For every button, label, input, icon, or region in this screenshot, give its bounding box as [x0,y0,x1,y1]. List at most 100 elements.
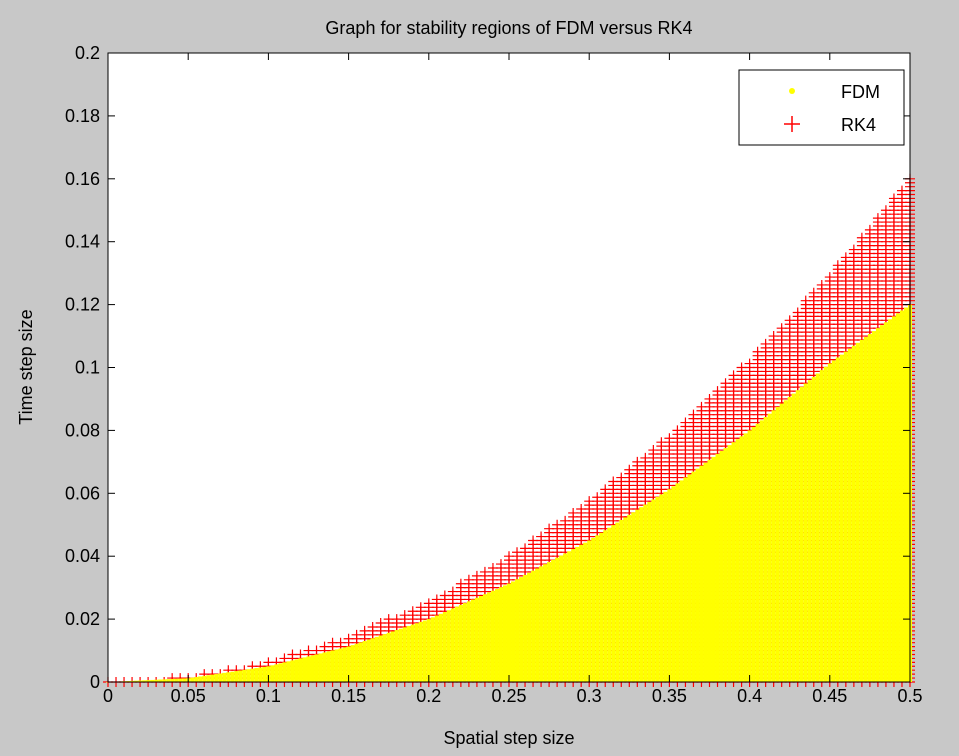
fdm-point [723,448,728,682]
fdm-point [795,390,800,682]
fdm-point [655,496,660,682]
fdm-point [222,672,227,682]
fdm-point [442,611,447,682]
fdm-point [643,504,648,682]
y-tick-label: 0.02 [65,609,100,629]
fdm-point [547,562,552,682]
fdm-point [731,442,736,682]
fdm-point [258,667,263,682]
y-tick-label: 0 [90,672,100,692]
fdm-point [735,439,740,682]
fdm-point [859,339,864,682]
fdm-point [462,603,467,682]
fdm-point [575,546,580,682]
fdm-point [835,357,840,682]
fdm-point [454,606,459,682]
fdm-point [298,658,303,682]
fdm-point [751,427,756,682]
fdm-point [174,678,179,682]
fdm-point [595,535,600,682]
fdm-point [691,471,696,682]
fdm-point [386,632,391,682]
fdm-point [567,551,572,682]
fdm-point [154,679,159,682]
fdm-point [142,680,147,682]
fdm-point [230,671,235,682]
fdm-point [619,519,624,682]
fdm-point [699,465,704,682]
x-tick-label: 0.45 [812,686,847,706]
fdm-point [358,642,363,682]
fdm-point [430,617,435,682]
fdm-point [511,581,516,682]
fdm-point [498,587,503,682]
fdm-point [703,462,708,682]
x-tick-label: 0.15 [331,686,366,706]
fdm-point [727,445,732,682]
fdm-point [490,590,495,682]
fdm-point [486,592,491,682]
fdm-point [639,507,644,682]
fdm-point [150,679,155,682]
fdm-point [583,542,588,682]
fdm-point [302,657,307,682]
y-tick-label: 0.1 [75,358,100,378]
fdm-point [194,677,199,682]
fdm-point [783,400,788,682]
fdm-point [254,668,259,682]
fdm-point [895,313,900,682]
fdm-point [262,666,267,682]
legend-fdm-label: FDM [841,82,880,102]
fdm-point [523,574,528,682]
fdm-point [318,653,323,682]
fdm-point [875,328,880,682]
fdm-point [146,680,151,682]
fdm-point [478,596,483,682]
fdm-point [883,322,888,682]
fdm-point [807,380,812,682]
fdm-point [342,647,347,682]
fdm-point [354,643,359,682]
fdm-point [615,522,620,682]
legend[interactable]: FDM RK4 [738,69,905,146]
fdm-point [871,331,876,682]
fdm-point [190,677,195,682]
fdm-point [763,417,768,682]
fdm-point [202,675,207,682]
fdm-point [903,307,908,682]
fdm-point [322,652,327,682]
fdm-point [326,651,331,682]
fdm-point [827,363,832,682]
fdm-point [603,530,608,682]
x-tick-label: 0.2 [416,686,441,706]
fdm-point [130,680,135,682]
x-tick-label: 0.35 [652,686,687,706]
fdm-point [743,433,748,682]
fdm-point [346,646,351,682]
fdm-point [711,456,716,682]
fdm-point [362,640,367,682]
fdm-point [294,659,299,682]
fdm-point [502,585,507,682]
fdm-point [623,517,628,682]
fdm-point [651,499,656,682]
fdm-point [683,477,688,682]
fdm-point [771,410,776,682]
x-tick-label: 0.5 [897,686,922,706]
fdm-point [446,610,451,682]
y-tick-label: 0.14 [65,232,100,252]
fdm-point [507,583,511,682]
fdm-point [611,525,616,682]
y-tick-label: 0.06 [65,483,100,503]
fdm-point [418,621,423,682]
fdm-point [855,342,860,682]
fdm-point [851,345,856,682]
legend-box [738,69,905,146]
fdm-point [839,354,844,682]
y-tick-label: 0.2 [75,43,100,63]
fdm-point [687,474,692,682]
fdm-point [338,648,343,682]
fdm-point [591,537,596,682]
fdm-point [791,393,796,682]
